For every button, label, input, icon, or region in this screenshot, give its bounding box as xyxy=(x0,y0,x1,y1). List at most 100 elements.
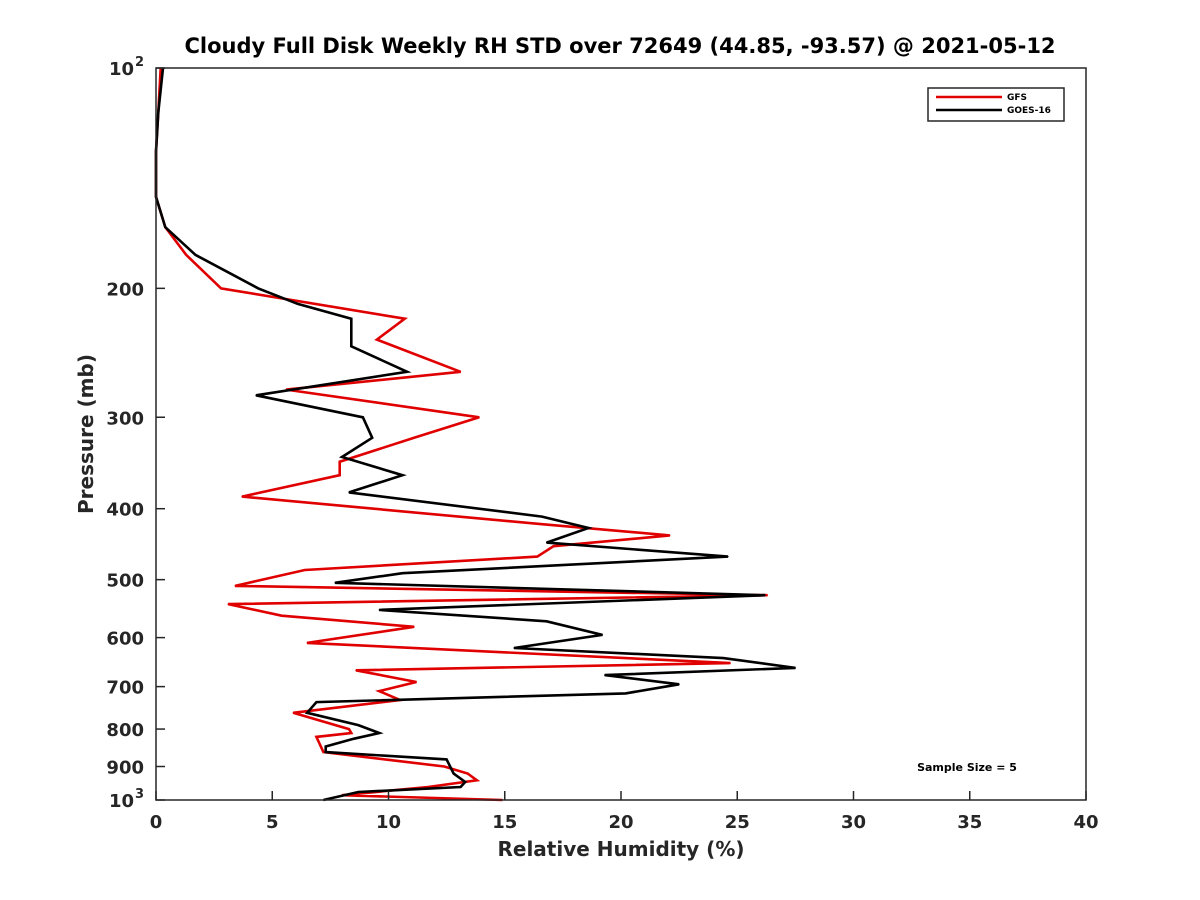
data-point-goes16 xyxy=(194,254,197,256)
data-point-gfs xyxy=(376,339,378,341)
y-tick-exponent: 3 xyxy=(135,787,144,802)
data-point-gfs xyxy=(348,728,350,730)
data-point-gfs xyxy=(404,318,406,320)
x-tick-label: 25 xyxy=(725,812,750,833)
data-point-goes16 xyxy=(546,542,548,544)
legend-box xyxy=(927,87,1065,122)
data-point-goes16 xyxy=(678,683,680,685)
data-point-goes16 xyxy=(325,745,327,748)
data-point-gfs xyxy=(350,732,352,734)
data-point-gfs xyxy=(322,751,324,753)
data-point-gfs xyxy=(339,461,341,463)
data-point-goes16 xyxy=(722,657,724,659)
data-point-gfs xyxy=(460,371,462,373)
data-point-gfs xyxy=(339,474,341,476)
data-point-gfs xyxy=(729,662,731,664)
data-point-gfs xyxy=(234,585,236,587)
data-point-gfs xyxy=(304,569,306,571)
data-point-goes16 xyxy=(306,712,308,714)
data-point-goes16 xyxy=(460,786,462,788)
data-point-gfs xyxy=(227,603,229,605)
x-tick-label: 40 xyxy=(1073,812,1098,833)
data-point-goes16 xyxy=(357,791,359,793)
data-point-goes16 xyxy=(601,634,604,636)
y-tick-label: 600 xyxy=(106,629,144,650)
legend: GFS GOES-16 xyxy=(927,87,1065,122)
legend-label-goes16: GOES-16 xyxy=(1007,106,1051,116)
data-point-goes16 xyxy=(604,674,606,676)
x-axis-label: Relative Humidity (%) xyxy=(497,837,744,861)
data-point-gfs xyxy=(669,534,671,537)
data-point-gfs xyxy=(355,669,357,671)
data-point-goes16 xyxy=(406,371,408,373)
data-point-gfs xyxy=(467,772,469,775)
data-point-gfs xyxy=(443,765,445,768)
data-point-gfs xyxy=(378,690,380,692)
data-point-goes16 xyxy=(625,692,627,695)
data-point-goes16 xyxy=(157,111,159,113)
data-point-goes16 xyxy=(350,318,352,320)
data-point-gfs xyxy=(413,437,415,439)
data-point-gfs xyxy=(553,545,555,547)
y-axis-label: Pressure (mb) xyxy=(74,354,98,514)
data-point-goes16 xyxy=(587,527,590,529)
y-tick-label: 700 xyxy=(106,678,144,699)
data-point-gfs xyxy=(476,779,478,781)
data-point-gfs xyxy=(241,496,243,498)
sample-size-annotation: Sample Size = 5 xyxy=(917,761,1017,774)
data-point-goes16 xyxy=(297,303,299,305)
data-point-goes16 xyxy=(353,738,355,740)
data-point-gfs xyxy=(766,594,769,596)
data-point-goes16 xyxy=(764,594,766,596)
chart-title: Cloudy Full Disk Weekly RH STD over 7264… xyxy=(184,34,1055,58)
data-point-goes16 xyxy=(378,609,380,611)
data-point-goes16 xyxy=(453,772,455,775)
data-point-goes16 xyxy=(513,647,515,649)
data-point-goes16 xyxy=(341,456,343,458)
data-point-goes16 xyxy=(164,226,166,228)
data-point-gfs xyxy=(415,681,417,683)
y-tick-exponent: 2 xyxy=(135,55,144,70)
y-tick-label: 10 xyxy=(109,791,134,812)
x-tick-label: 5 xyxy=(266,812,279,833)
data-point-gfs xyxy=(315,736,317,738)
data-point-gfs xyxy=(220,287,222,289)
y-tick-label: 300 xyxy=(106,408,144,429)
y-tick-label: 800 xyxy=(106,720,144,741)
y-tick-label: 400 xyxy=(106,500,144,521)
data-point-goes16 xyxy=(546,620,548,622)
series-line-goes16 xyxy=(154,67,796,802)
data-point-goes16 xyxy=(255,394,257,396)
data-point-goes16 xyxy=(794,667,797,669)
x-tick-label: 30 xyxy=(841,812,866,833)
data-point-goes16 xyxy=(401,474,404,476)
data-point-goes16 xyxy=(357,724,359,726)
data-point-goes16 xyxy=(257,287,259,289)
y-tick-label: 500 xyxy=(106,571,144,592)
y-tick-label: 200 xyxy=(106,279,144,300)
data-point-gfs xyxy=(413,626,415,628)
y-tick-label: 10 xyxy=(109,59,134,80)
legend-label-gfs: GFS xyxy=(1007,93,1027,103)
y-tick-label: 900 xyxy=(106,758,144,779)
data-point-gfs xyxy=(541,523,543,525)
data-point-gfs xyxy=(281,615,283,617)
data-point-goes16 xyxy=(315,701,317,703)
data-point-goes16 xyxy=(727,556,729,558)
data-point-goes16 xyxy=(446,758,448,761)
data-point-goes16 xyxy=(334,582,336,584)
data-point-gfs xyxy=(185,254,187,256)
x-tick-label: 0 xyxy=(150,812,163,833)
data-point-goes16 xyxy=(464,781,466,783)
data-point-gfs xyxy=(536,556,538,558)
data-point-gfs xyxy=(292,712,294,714)
x-tick-label: 15 xyxy=(492,812,517,833)
data-point-gfs xyxy=(478,416,480,418)
data-point-goes16 xyxy=(325,751,327,753)
data-point-goes16 xyxy=(350,345,352,347)
data-point-gfs xyxy=(306,642,308,644)
x-tick-label: 10 xyxy=(376,812,401,833)
